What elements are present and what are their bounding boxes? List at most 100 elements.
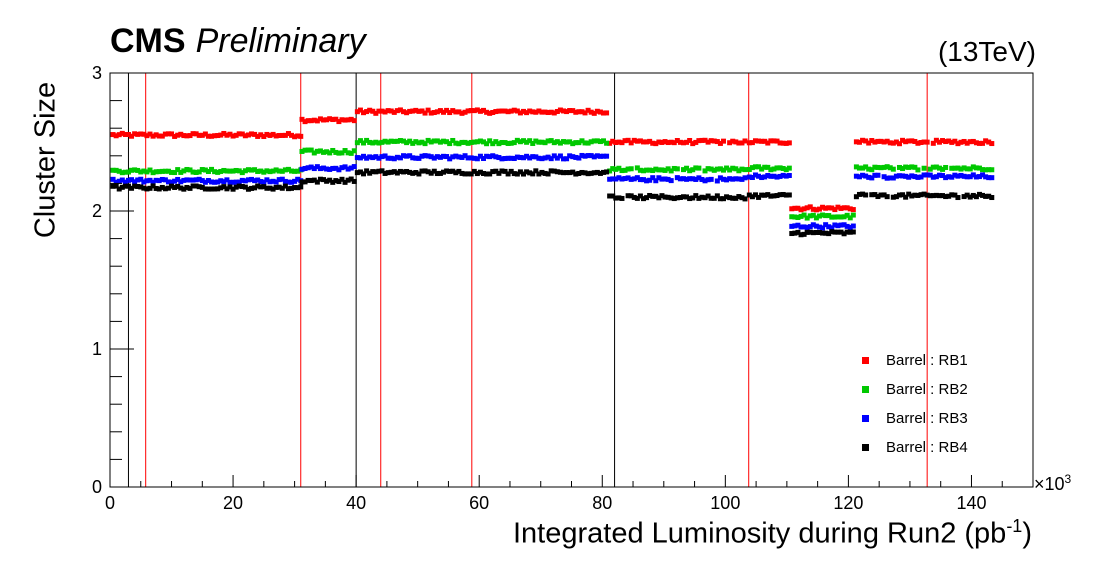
data-point: [453, 153, 459, 159]
data-point: [955, 195, 961, 201]
data-point: [631, 194, 637, 200]
data-point: [900, 166, 906, 172]
data-point: [333, 165, 339, 171]
data-point: [336, 167, 342, 173]
data-point: [317, 166, 323, 172]
data-point: [282, 132, 288, 138]
data-point: [955, 173, 961, 179]
data-point: [739, 176, 745, 182]
data-point: [233, 167, 239, 173]
data-point: [517, 139, 523, 145]
data-point: [212, 169, 218, 175]
data-point: [169, 179, 175, 185]
data-point: [912, 174, 918, 180]
legend-label: Barrel : RB3: [886, 410, 968, 427]
data-point: [774, 165, 780, 171]
y-tick-label: 0: [92, 477, 102, 497]
data-point: [119, 130, 125, 136]
data-point: [397, 168, 403, 174]
data-point: [178, 169, 184, 175]
data-point: [872, 172, 878, 178]
data-point: [810, 206, 816, 212]
data-point: [783, 173, 789, 179]
data-point: [622, 176, 628, 182]
data-point: [205, 178, 211, 184]
data-point: [702, 178, 708, 184]
data-point: [141, 185, 147, 191]
data-point: [610, 193, 616, 199]
data-point: [282, 183, 288, 189]
data-point: [282, 167, 288, 173]
data-point: [493, 139, 499, 145]
data-point: [705, 166, 711, 172]
data-point: [980, 140, 986, 146]
data-point: [249, 176, 255, 182]
data-point: [841, 214, 847, 220]
data-point: [221, 179, 227, 185]
data-point: [708, 166, 714, 172]
data-point: [255, 133, 261, 139]
data-point: [299, 179, 305, 185]
data-point: [465, 108, 471, 114]
data-point: [527, 108, 533, 114]
data-point: [933, 192, 939, 198]
data-point: [224, 186, 230, 192]
data-point: [949, 174, 955, 180]
data-point: [285, 131, 291, 137]
data-point: [771, 193, 777, 199]
data-point: [122, 131, 128, 137]
data-point: [135, 167, 141, 173]
data-point: [739, 166, 745, 172]
data-point: [564, 170, 570, 176]
data-point: [505, 109, 511, 115]
data-point: [714, 178, 720, 184]
data-point: [342, 148, 348, 154]
data-point: [989, 175, 995, 181]
data-point: [159, 176, 165, 182]
data-point: [717, 166, 723, 172]
data-point: [711, 195, 717, 201]
data-point: [933, 174, 939, 180]
data-point: [693, 139, 699, 145]
data-point: [110, 183, 116, 189]
data-point: [640, 139, 646, 145]
data-point: [264, 177, 270, 183]
data-point: [668, 168, 674, 174]
data-point: [135, 177, 141, 183]
data-point: [394, 108, 400, 114]
data-point: [354, 155, 360, 161]
data-point: [536, 108, 542, 114]
data-point: [184, 166, 190, 172]
data-point: [759, 192, 765, 198]
data-point: [190, 183, 196, 189]
data-point: [856, 174, 862, 180]
data-point: [576, 140, 582, 146]
data-point: [619, 140, 625, 146]
data-point: [202, 131, 208, 137]
y-axis-label: Cluster Size: [29, 81, 62, 239]
data-point: [730, 195, 736, 201]
data-point: [798, 213, 804, 219]
data-point: [961, 173, 967, 179]
data-point: [964, 192, 970, 198]
data-point: [484, 141, 490, 147]
data-point: [820, 225, 826, 231]
data-point: [354, 170, 360, 176]
data-point: [279, 176, 285, 182]
data-point: [499, 139, 505, 145]
data-point: [579, 138, 585, 144]
data-point: [746, 140, 752, 146]
data-point: [820, 204, 826, 210]
data-point: [276, 177, 282, 183]
data-point: [147, 185, 153, 191]
data-point: [656, 139, 662, 145]
data-point: [524, 169, 530, 175]
data-point: [444, 168, 450, 174]
data-point: [841, 231, 847, 237]
data-point: [441, 153, 447, 159]
data-point: [119, 170, 125, 176]
data-point: [989, 195, 995, 201]
data-point: [696, 138, 702, 144]
data-point: [431, 110, 437, 116]
